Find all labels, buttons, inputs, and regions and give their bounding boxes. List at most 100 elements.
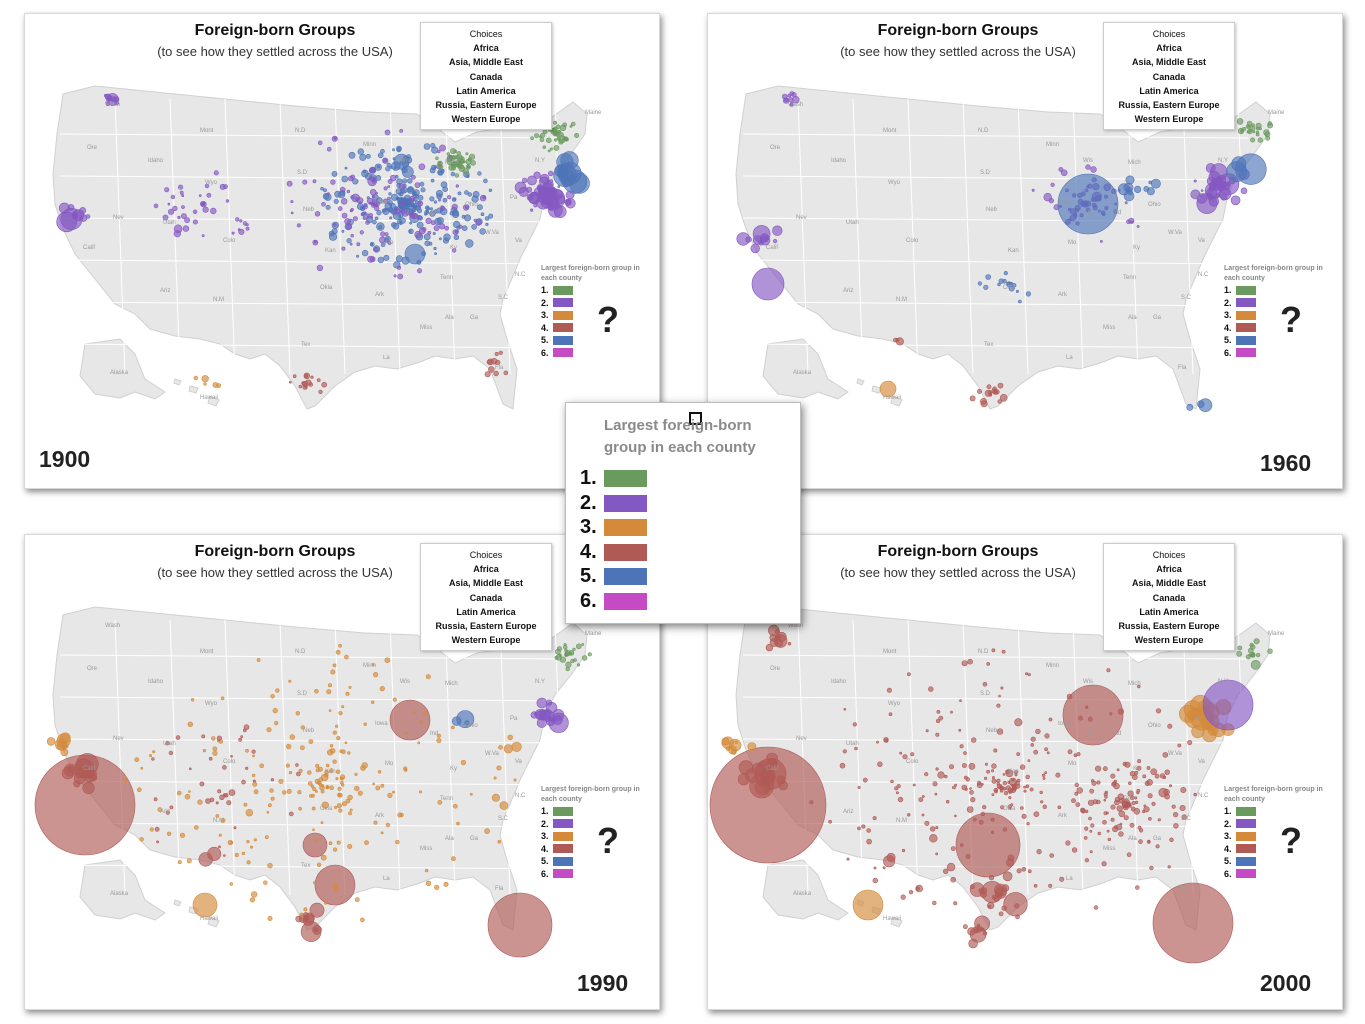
choice-asia-middle-east[interactable]: Asia, Middle East xyxy=(448,578,524,589)
county-bubble xyxy=(493,370,499,377)
county-bubble xyxy=(484,371,491,378)
county-bubble xyxy=(1255,130,1260,135)
state-label: Calif xyxy=(766,766,778,772)
choice-asia-middle-east[interactable]: Asia, Middle East xyxy=(1131,57,1207,68)
county-bubble xyxy=(1193,792,1197,797)
legend-number: 2. xyxy=(541,818,549,829)
county-bubble xyxy=(1002,827,1008,832)
county-bubble xyxy=(1048,883,1053,888)
state-label: N.Y xyxy=(535,158,545,164)
county-bubble xyxy=(866,838,872,845)
state-border-line xyxy=(742,301,1249,307)
alaska-shape xyxy=(762,859,849,921)
county-bubble xyxy=(1116,768,1120,772)
county-bubble xyxy=(383,254,390,261)
county-bubble xyxy=(908,890,914,895)
county-bubble xyxy=(382,157,389,164)
county-bubble xyxy=(1040,800,1044,804)
county-bubble xyxy=(440,181,448,188)
county-bubble xyxy=(446,152,450,156)
choice-russia-eastern-europe[interactable]: Russia, Eastern Europe xyxy=(1118,100,1220,111)
county-bubble xyxy=(429,210,436,217)
state-label: Mont xyxy=(200,128,214,134)
county-bubble xyxy=(454,163,458,167)
choice-canada[interactable]: Canada xyxy=(469,71,503,82)
county-bubble xyxy=(201,234,205,238)
county-bubble xyxy=(553,145,560,151)
choice-western-europe[interactable]: Western Europe xyxy=(1134,114,1204,125)
county-bubble xyxy=(302,914,315,926)
choice-latin-america[interactable]: Latin America xyxy=(456,606,516,617)
choice-russia-eastern-europe[interactable]: Russia, Eastern Europe xyxy=(1118,621,1220,632)
county-bubble xyxy=(1247,125,1251,128)
choice-asia-middle-east[interactable]: Asia, Middle East xyxy=(1131,578,1207,589)
choice-africa[interactable]: Africa xyxy=(1156,43,1182,54)
county-bubble xyxy=(409,221,413,225)
legend-row-2: 2. xyxy=(1224,818,1342,831)
choice-africa[interactable]: Africa xyxy=(1156,564,1182,575)
county-bubble xyxy=(1003,271,1008,276)
choice-western-europe[interactable]: Western Europe xyxy=(1134,635,1204,646)
choice-canada[interactable]: Canada xyxy=(1152,592,1186,603)
county-bubble xyxy=(192,219,198,225)
county-bubble xyxy=(1105,811,1109,815)
county-bubble xyxy=(370,189,377,196)
state-label: Ill xyxy=(405,210,409,216)
state-label: Mo xyxy=(385,240,394,246)
county-bubble xyxy=(194,825,199,830)
county-bubble xyxy=(477,171,482,176)
choice-canada[interactable]: Canada xyxy=(1152,71,1186,82)
county-bubble xyxy=(768,624,780,637)
legend-swatch xyxy=(1236,348,1256,358)
legend-number: 1. xyxy=(541,806,549,817)
year-label: 1960 xyxy=(1260,450,1312,476)
choice-western-europe[interactable]: Western Europe xyxy=(451,114,521,125)
county-bubble xyxy=(1109,712,1113,716)
county-bubble xyxy=(73,772,86,785)
county-bubble xyxy=(153,797,158,802)
legend-swatch xyxy=(553,298,573,308)
county-bubble xyxy=(417,200,424,207)
county-bubble xyxy=(949,764,955,770)
county-bubble xyxy=(569,125,573,128)
county-bubble xyxy=(365,220,370,225)
county-bubble xyxy=(192,892,218,918)
state-label: Colo xyxy=(906,759,919,765)
county-bubble xyxy=(336,840,341,845)
choice-latin-america[interactable]: Latin America xyxy=(456,85,516,96)
county-bubble xyxy=(349,242,353,246)
state-border-line xyxy=(742,217,1249,223)
county-bubble xyxy=(484,216,490,221)
choice-latin-america[interactable]: Latin America xyxy=(1139,606,1199,617)
state-border-line xyxy=(1072,98,1084,375)
county-bubble xyxy=(312,881,316,885)
county-bubble xyxy=(545,702,558,714)
county-bubble xyxy=(896,784,901,789)
choice-russia-eastern-europe[interactable]: Russia, Eastern Europe xyxy=(435,621,537,632)
choice-latin-america[interactable]: Latin America xyxy=(1139,85,1199,96)
choice-western-europe[interactable]: Western Europe xyxy=(451,635,521,646)
state-label: Ga xyxy=(1153,836,1162,842)
choice-africa[interactable]: Africa xyxy=(473,43,499,54)
county-bubble xyxy=(451,716,462,726)
county-bubble xyxy=(828,819,832,824)
state-border-line xyxy=(742,133,1249,139)
county-bubble xyxy=(572,647,576,651)
county-bubble xyxy=(1000,686,1004,690)
county-bubble xyxy=(977,281,983,286)
county-bubble xyxy=(162,214,169,221)
county-bubble xyxy=(286,180,293,187)
state-label: Wis xyxy=(1083,679,1093,685)
county-bubble xyxy=(1016,752,1021,757)
choice-asia-middle-east[interactable]: Asia, Middle East xyxy=(448,57,524,68)
county-bubble xyxy=(1124,201,1128,205)
county-bubble xyxy=(432,232,436,236)
state-label: Utah xyxy=(163,741,176,747)
choice-russia-eastern-europe[interactable]: Russia, Eastern Europe xyxy=(435,100,537,111)
choice-canada[interactable]: Canada xyxy=(469,592,503,603)
choice-africa[interactable]: Africa xyxy=(473,564,499,575)
county-bubble xyxy=(953,901,958,906)
county-bubble xyxy=(857,826,861,831)
county-bubble xyxy=(1190,189,1201,200)
county-bubble xyxy=(493,776,497,780)
